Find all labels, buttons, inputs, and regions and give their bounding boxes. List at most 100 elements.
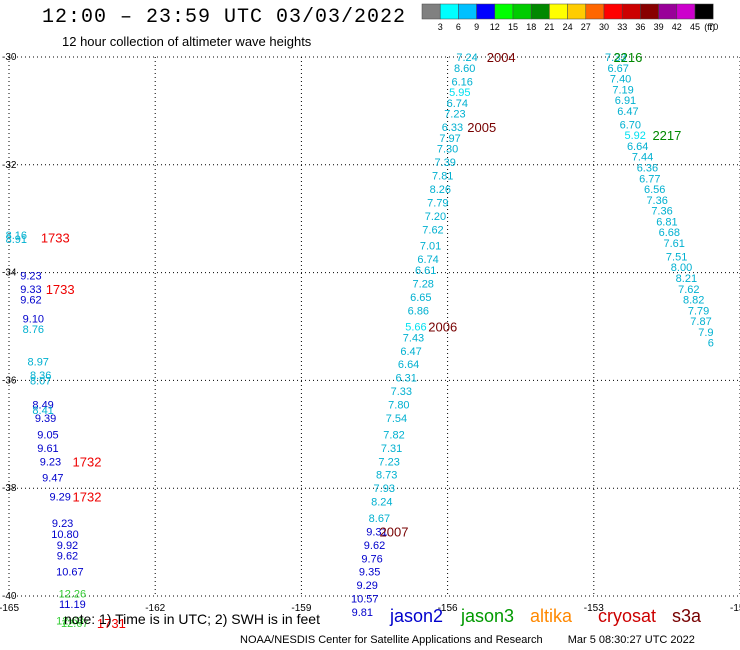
wave-height-point: 8.24 xyxy=(371,497,392,509)
wave-height-point: 8.76 xyxy=(23,324,44,336)
wave-height-point: 6.81 xyxy=(656,216,677,228)
wave-height-point: 8.73 xyxy=(376,470,397,482)
wave-height-point: 9.23 xyxy=(52,518,73,530)
color-scale-swatch xyxy=(549,3,568,20)
time-annotation: 2216 xyxy=(613,50,642,65)
wave-height-point: 6.33 xyxy=(442,122,463,134)
wave-height-point: 6.91 xyxy=(615,95,636,107)
wave-height-point: 5.92 xyxy=(625,130,646,142)
wave-height-point: 7.80 xyxy=(388,400,409,412)
wave-height-point: 6.65 xyxy=(410,292,431,304)
x-tick-label: -156 xyxy=(438,603,458,614)
wave-height-point: 7.93 xyxy=(374,483,395,495)
color-scale-swatch xyxy=(512,3,532,20)
wave-height-point: 7.30 xyxy=(437,144,458,156)
color-scale-label: 21 xyxy=(544,22,554,32)
wave-height-point: 6.31 xyxy=(395,373,416,385)
wave-height-point: 8.36 xyxy=(30,370,51,382)
y-tick-label: -36 xyxy=(2,375,17,386)
wave-height-point: 8.00 xyxy=(671,262,692,274)
wave-height-point: 7.36 xyxy=(646,195,667,207)
wave-height-point: 6.64 xyxy=(627,141,648,153)
wave-height-point: 7.81 xyxy=(432,171,453,183)
wave-height-point: 8.67 xyxy=(369,513,390,525)
color-scale-label: 30 xyxy=(599,22,609,32)
wave-height-point: 6.74 xyxy=(417,254,438,266)
color-scale-label: 6 xyxy=(456,22,461,32)
color-scale-label: 33 xyxy=(617,22,627,32)
credit-timestamp: Mar 5 08:30:27 UTC 2022 xyxy=(567,634,695,646)
wave-height-point: 6.16 xyxy=(452,76,473,88)
color-scale-label: 3 xyxy=(438,22,443,32)
wave-height-point: 9.23 xyxy=(20,270,41,282)
satellite-legend-item: cryosat xyxy=(598,606,657,626)
wave-height-point: 6.67 xyxy=(607,63,628,75)
time-annotation: 1733 xyxy=(41,231,70,246)
wave-height-point: 7.51 xyxy=(666,251,687,263)
wave-height-point: 6.74 xyxy=(447,98,468,110)
time-annotation: 1732 xyxy=(73,489,102,504)
x-tick-label: -162 xyxy=(145,603,165,614)
color-scale-swatch xyxy=(676,3,696,20)
y-tick-label: -30 xyxy=(2,52,17,63)
axes: -165 -162 -159 -156 -153 -150 -30 -32 -34 -36 -38 -… xyxy=(0,52,740,614)
wave-height-point: 6.47 xyxy=(617,106,638,118)
wave-height-point: 6.47 xyxy=(400,346,421,358)
wave-height-point: 9.81 xyxy=(352,607,373,619)
wave-height-point: 7.87 xyxy=(690,316,711,328)
color-scale-swatch xyxy=(476,3,496,20)
wave-height-point: 10.67 xyxy=(56,567,84,579)
wave-height-point: 8.21 xyxy=(676,273,697,285)
y-tick-label: -32 xyxy=(2,160,17,171)
wave-height-point: 6.68 xyxy=(659,227,680,239)
wave-height-point: 7.33 xyxy=(391,386,412,398)
wave-height-point: 12.67 xyxy=(61,618,89,630)
color-scale-label: 45 xyxy=(690,22,700,32)
footer-credit: NOAA/NESDIS Center for Satellite Applica… xyxy=(240,634,695,646)
wave-height-point: 8.82 xyxy=(683,295,704,307)
time-annotation: 1732 xyxy=(73,454,102,469)
satellite-legend-item: s3a xyxy=(672,606,702,626)
wave-height-point: 9.62 xyxy=(57,551,78,563)
time-annotation: 2005 xyxy=(467,120,496,135)
wave-height-point: 8.41 xyxy=(32,405,53,417)
wave-height-point: 8.60 xyxy=(454,63,475,75)
y-tick-label: -38 xyxy=(2,483,17,494)
wave-height-point: 7.54 xyxy=(386,413,407,425)
color-scale-swatch xyxy=(585,3,605,20)
color-scale-swatch xyxy=(458,3,477,20)
x-tick-label: -159 xyxy=(291,603,311,614)
wave-height-point: 7.31 xyxy=(381,443,402,455)
color-scale-swatch xyxy=(567,3,587,20)
wave-height-point: 9.29 xyxy=(356,580,377,592)
color-scale-swatch xyxy=(658,3,678,20)
wave-height-point: 9.05 xyxy=(37,429,58,441)
wave-height-point: 7.33 xyxy=(605,52,626,64)
wave-height-point: 7.20 xyxy=(425,211,446,223)
wave-height-point: 7.62 xyxy=(422,224,443,236)
wave-height-point: 9.62 xyxy=(364,540,385,552)
footer-note: note: 1) Time is in UTC; 2) SWH is in fe… xyxy=(64,611,320,627)
wave-height-point: 7.28 xyxy=(413,278,434,290)
time-annotation: 2006 xyxy=(428,320,457,335)
wave-height-point: 11.19 xyxy=(59,599,86,611)
wave-height-point: 6.61 xyxy=(415,265,436,277)
x-tick-label: -165 xyxy=(0,603,19,614)
wave-height-point: 9.10 xyxy=(23,313,44,325)
wave-height-point: 12.26 xyxy=(59,588,87,600)
color-scale-unit: (ft) xyxy=(704,22,715,32)
chart-title: 12:00 – 23:59 UTC 03/03/2022 xyxy=(42,6,407,29)
time-annotation: 1733 xyxy=(46,282,75,297)
color-scale-swatch xyxy=(494,3,514,20)
wave-height-point: 10.57 xyxy=(351,594,379,606)
time-annotation: 1731 xyxy=(97,616,126,631)
wave-height-point: 9.33 xyxy=(20,284,41,296)
color-scale-label: 24 xyxy=(563,22,573,32)
wave-height-point: 7.79 xyxy=(688,305,709,317)
wave-height-point: 7.39 xyxy=(434,157,455,169)
color-scale-label: 70 xyxy=(708,22,718,32)
wave-height-point: 8.91 xyxy=(6,234,27,246)
color-scale-swatch xyxy=(640,3,659,20)
satellite-legend-item: altika xyxy=(530,606,573,626)
